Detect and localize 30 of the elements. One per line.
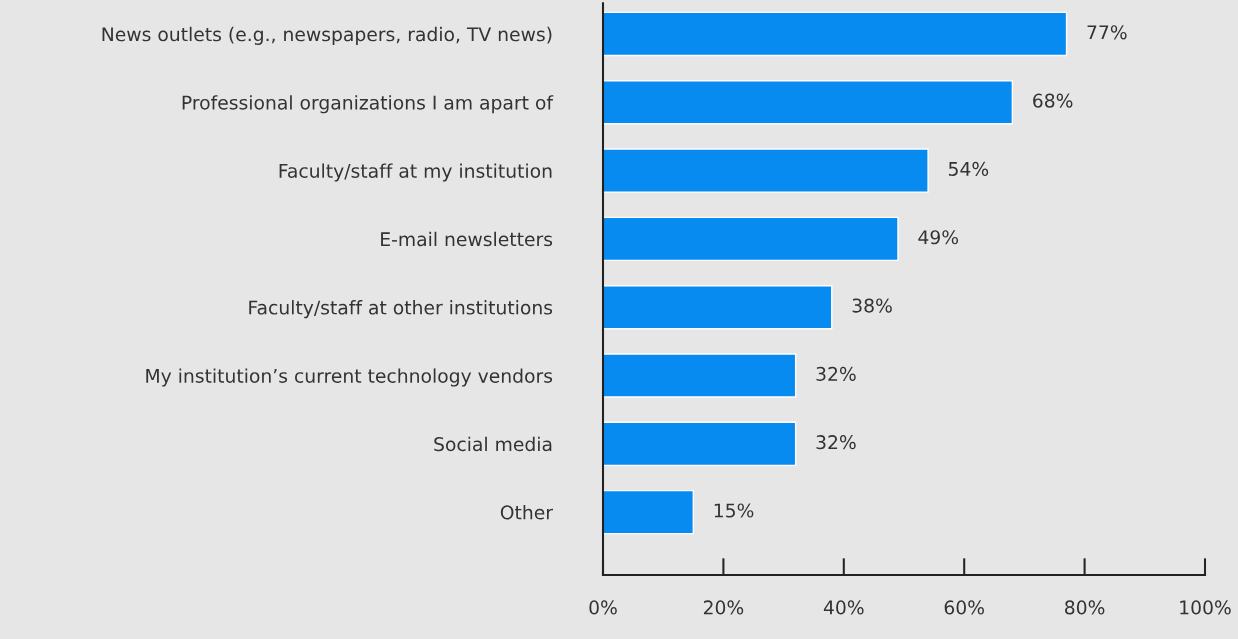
x-tick-label: 0%	[589, 600, 617, 615]
data-label: 54%	[948, 161, 989, 177]
bar	[603, 353, 797, 398]
data-label: 32%	[816, 435, 856, 450]
bar	[603, 80, 1014, 125]
y-tick-label: Professional organizations I am apart of	[182, 95, 554, 114]
x-tick-label: 80%	[1065, 600, 1105, 615]
x-tick-label: 100%	[1180, 600, 1231, 615]
bar	[603, 148, 929, 193]
data-label: 15%	[714, 503, 754, 518]
bar	[603, 284, 833, 330]
bar	[603, 216, 899, 262]
bar	[603, 489, 694, 535]
data-label: 49%	[918, 230, 959, 245]
y-tick-label: News outlets (e.g., newspapers, radio, TV news)	[102, 26, 552, 45]
y-tick-label: Social media	[434, 436, 552, 452]
y-tick-label: My institution’s current technology vendors	[146, 368, 553, 387]
data-label: 68%	[1033, 93, 1073, 108]
x-tick-label: 60%	[944, 600, 984, 615]
y-tick-label: Other	[500, 505, 553, 520]
bar	[603, 421, 797, 467]
y-tick-label: Faculty/staff at other institutions	[249, 300, 553, 319]
x-tick-label: 20%	[703, 600, 744, 615]
data-label: 38%	[852, 298, 892, 313]
x-tick-label: 40%	[823, 600, 864, 615]
bar	[603, 11, 1068, 57]
data-label: 32%	[816, 366, 856, 381]
y-tick-label: E-mail newsletters	[381, 231, 553, 247]
y-tick-label: Faculty/staff at my institution	[279, 163, 552, 182]
data-label: 77%	[1087, 25, 1127, 40]
